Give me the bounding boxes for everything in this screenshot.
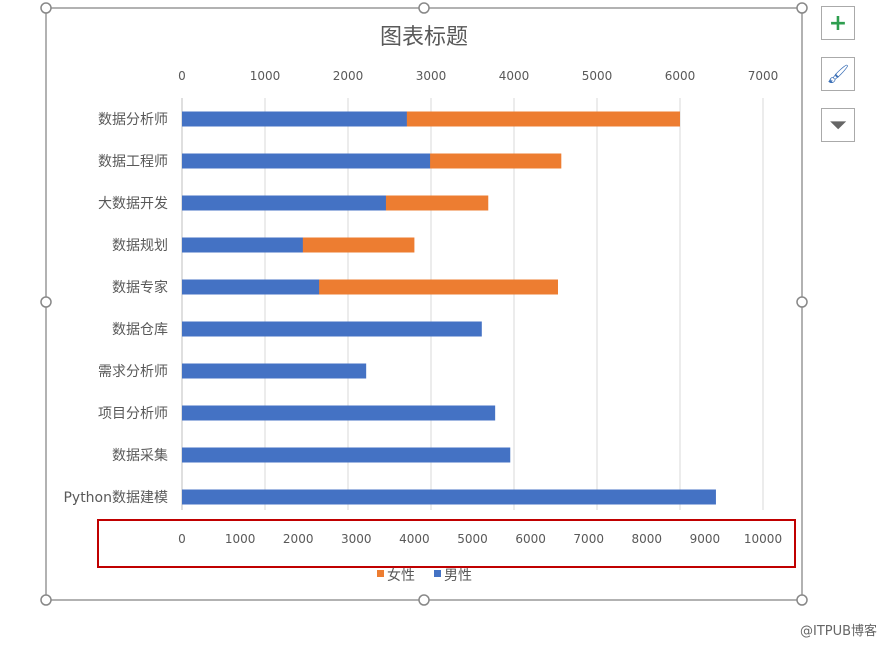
bar-male bbox=[182, 489, 716, 505]
bottom-axis-tick-label: 8000 bbox=[632, 532, 663, 546]
bottom-axis-tick-label: 9000 bbox=[690, 532, 721, 546]
category-label: 数据工程师 bbox=[98, 154, 168, 170]
category-label: 数据分析师 bbox=[98, 112, 168, 128]
chart-area-border bbox=[45, 7, 803, 601]
category-label: Python数据建模 bbox=[63, 490, 168, 506]
resize-handle[interactable] bbox=[796, 594, 808, 606]
resize-handle[interactable] bbox=[40, 2, 52, 14]
category-label: 数据规划 bbox=[112, 238, 168, 254]
category-label: 数据专家 bbox=[112, 279, 168, 296]
bottom-axis-tick-label: 7000 bbox=[573, 532, 604, 546]
bar-male bbox=[182, 321, 482, 337]
bar-male bbox=[182, 111, 407, 127]
category-label: 数据采集 bbox=[112, 447, 168, 464]
resize-handle[interactable] bbox=[418, 2, 430, 14]
bottom-axis-tick-label: 1000 bbox=[225, 532, 256, 546]
top-axis-tick-label: 1000 bbox=[250, 69, 281, 83]
filter-icon: ⏷ bbox=[829, 112, 847, 138]
legend-label: 男性 bbox=[444, 568, 472, 584]
bottom-axis-tick-label: 6000 bbox=[515, 532, 546, 546]
resize-handle[interactable] bbox=[40, 296, 52, 308]
chart-title: 图表标题 bbox=[380, 25, 468, 50]
bottom-axis-tick-label: 10000 bbox=[744, 532, 782, 546]
bottom-axis-tick-label: 3000 bbox=[341, 532, 372, 546]
bar-male bbox=[182, 153, 431, 169]
legend-swatch bbox=[377, 570, 384, 577]
watermark: @ITPUB博客 bbox=[800, 624, 878, 639]
resize-handle[interactable] bbox=[418, 594, 430, 606]
top-axis-tick-label: 4000 bbox=[499, 69, 530, 83]
bar-male bbox=[182, 195, 386, 211]
bar-male bbox=[182, 363, 367, 379]
highlight-box bbox=[97, 519, 796, 568]
bar-male bbox=[182, 405, 496, 421]
bar-male bbox=[182, 279, 320, 295]
top-axis-tick-label: 2000 bbox=[333, 69, 364, 83]
brush-icon: 🖌 bbox=[826, 63, 850, 85]
bar-male bbox=[182, 237, 303, 253]
top-axis-tick-label: 6000 bbox=[665, 69, 696, 83]
bottom-axis-tick-label: 4000 bbox=[399, 532, 430, 546]
bar-male bbox=[182, 447, 511, 463]
legend-swatch bbox=[434, 570, 441, 577]
category-label: 需求分析师 bbox=[98, 364, 168, 380]
category-label: 项目分析师 bbox=[98, 406, 168, 422]
plus-icon: + bbox=[828, 10, 848, 36]
chart-filters-button[interactable]: ⏷ bbox=[821, 108, 855, 142]
bottom-axis-tick-label: 5000 bbox=[457, 532, 488, 546]
category-label: 数据仓库 bbox=[112, 322, 168, 338]
add-chart-element-button[interactable]: + bbox=[821, 6, 855, 40]
resize-handle[interactable] bbox=[796, 296, 808, 308]
bottom-axis-tick-label: 2000 bbox=[283, 532, 314, 546]
bottom-axis-tick-label: 0 bbox=[178, 532, 186, 546]
category-label: 大数据开发 bbox=[98, 196, 168, 212]
top-axis-tick-label: 3000 bbox=[416, 69, 447, 83]
top-axis-tick-label: 0 bbox=[178, 69, 186, 83]
resize-handle[interactable] bbox=[40, 594, 52, 606]
legend-label: 女性 bbox=[387, 567, 415, 584]
top-axis-tick-label: 5000 bbox=[582, 69, 613, 83]
top-axis-tick-label: 7000 bbox=[748, 69, 779, 83]
resize-handle[interactable] bbox=[796, 2, 808, 14]
chart-styles-button[interactable]: 🖌 bbox=[821, 57, 855, 91]
